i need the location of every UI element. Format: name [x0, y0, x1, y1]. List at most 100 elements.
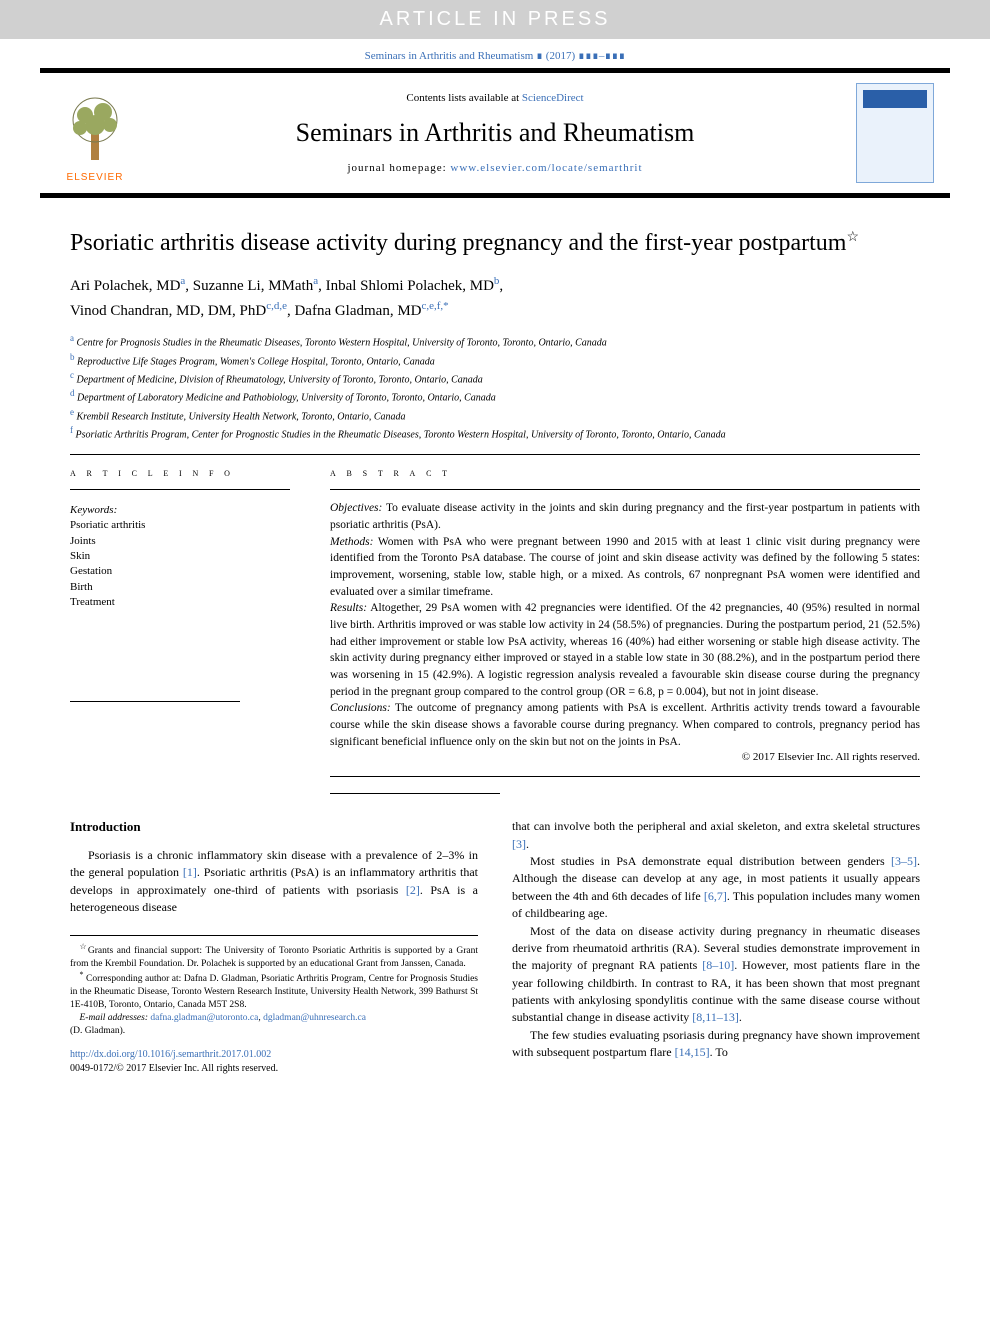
affiliation-list: a Centre for Prognosis Studies in the Rh… [70, 332, 920, 442]
results-label: Results: [330, 602, 367, 614]
affiliation-line: d Department of Laboratory Medicine and … [70, 387, 920, 405]
email-2[interactable]: dgladman@uhnresearch.ca [263, 1013, 366, 1023]
ref-2[interactable]: [2] [406, 883, 420, 897]
ref-1[interactable]: [1] [183, 865, 197, 879]
email-label: E-mail addresses: [80, 1013, 149, 1023]
affiliation-sup: f [70, 425, 73, 435]
email-footnote: E-mail addresses: dafna.gladman@utoronto… [70, 1012, 478, 1038]
keyword: Birth [70, 580, 290, 595]
rule-above-info [70, 454, 920, 455]
objectives-text: To evaluate disease activity in the join… [330, 502, 920, 531]
author: Inbal Shlomi Polachek, MD [326, 278, 494, 294]
author: Dafna Gladman, MD [294, 303, 421, 319]
author-affiliation-sup: a [313, 275, 318, 287]
author-affiliation-sup: c,e,f,* [422, 300, 449, 312]
homepage-prefix: journal homepage: [347, 162, 450, 174]
sciencedirect-link[interactable]: ScienceDirect [522, 92, 584, 104]
objectives-label: Objectives: [330, 502, 382, 514]
keyword: Skin [70, 549, 290, 564]
body-col-left: Introduction Psoriasis is a chronic infl… [70, 818, 478, 1076]
title-text: Psoriatic arthritis disease activity dur… [70, 230, 846, 256]
col2-para-4: The few studies evaluating psoriasis dur… [512, 1027, 920, 1062]
ref-14-15[interactable]: [14,15] [675, 1045, 710, 1059]
affiliation-line: e Krembil Research Institute, University… [70, 406, 920, 424]
contents-line: Contents lists available at ScienceDirec… [160, 92, 830, 104]
grant-footnote: ☆Grants and financial support: The Unive… [70, 942, 478, 971]
c2p2-a: Most studies in PsA demonstrate equal di… [530, 854, 891, 868]
footnotes-block: ☆Grants and financial support: The Unive… [70, 935, 478, 1038]
keyword: Psoriatic arthritis [70, 518, 290, 533]
info-rule [70, 489, 290, 490]
journal-header: ELSEVIER Contents lists available at Sci… [40, 72, 950, 194]
abstract-bottom-rule [330, 793, 500, 794]
grant-star: ☆ [80, 942, 88, 951]
intro-para-1: Psoriasis is a chronic inflammatory skin… [70, 847, 478, 917]
author-affiliation-sup: c,d,e [266, 300, 287, 312]
email-1[interactable]: dafna.gladman@utoronto.ca [148, 1013, 258, 1023]
info-bottom-rule [70, 701, 240, 702]
author-affiliation-sup: b [494, 275, 500, 287]
author-affiliation-sup: a [180, 275, 185, 287]
homepage-line: journal homepage: www.elsevier.com/locat… [160, 162, 830, 174]
conclusions-label: Conclusions: [330, 702, 391, 714]
article-info-column: a r t i c l e i n f o Keywords: Psoriati… [70, 467, 290, 794]
email-name: (D. Gladman). [70, 1026, 125, 1036]
contents-prefix: Contents lists available at [406, 92, 521, 104]
journal-name: Seminars in Arthritis and Rheumatism [160, 112, 830, 154]
abstract-body: Objectives: To evaluate disease activity… [330, 489, 920, 777]
homepage-link[interactable]: www.elsevier.com/locate/semarthrit [450, 162, 642, 174]
keyword: Joints [70, 534, 290, 549]
results-text: Altogether, 29 PsA women with 42 pregnan… [330, 602, 920, 697]
affiliation-line: c Department of Medicine, Division of Rh… [70, 369, 920, 387]
affiliation-sup: a [70, 333, 74, 343]
keywords-label: Keywords: [70, 504, 290, 516]
affiliation-line: a Centre for Prognosis Studies in the Rh… [70, 332, 920, 350]
doi-link[interactable]: http://dx.doi.org/10.1016/j.semarthrit.2… [70, 1049, 271, 1060]
author-list: Ari Polachek, MDa, Suzanne Li, MMatha, I… [70, 273, 920, 322]
journal-cover-icon [856, 83, 934, 183]
abstract-heading: a b s t r a c t [330, 467, 920, 479]
corr-text: Corresponding author at: Dafna D. Gladma… [70, 975, 478, 1011]
author: Suzanne Li, MMath [193, 278, 313, 294]
ref-3-5[interactable]: [3–5] [891, 854, 917, 868]
col2-para-2: Most studies in PsA demonstrate equal di… [512, 853, 920, 923]
c2p3-c: . [739, 1010, 742, 1024]
affiliation-line: b Reproductive Life Stages Program, Wome… [70, 351, 920, 369]
ref-6-7[interactable]: [6,7] [704, 889, 727, 903]
article-title: Psoriatic arthritis disease activity dur… [70, 228, 920, 259]
abstract-column: a b s t r a c t Objectives: To evaluate … [330, 467, 920, 794]
keyword: Treatment [70, 595, 290, 610]
ref-8-11-13[interactable]: [8,11–13] [692, 1010, 739, 1024]
body-columns: Introduction Psoriasis is a chronic infl… [70, 818, 920, 1076]
author: Ari Polachek, MD [70, 278, 180, 294]
c2p1-a: that can involve both the peripheral and… [512, 819, 920, 833]
article-info-heading: a r t i c l e i n f o [70, 467, 290, 479]
introduction-heading: Introduction [70, 818, 478, 837]
ref-8-10[interactable]: [8–10] [702, 958, 734, 972]
c2p1-b: . [526, 837, 529, 851]
keyword: Gestation [70, 564, 290, 579]
methods-label: Methods: [330, 536, 373, 548]
grant-text: Grants and financial support: The Univer… [70, 946, 478, 969]
methods-text: Women with PsA who were pregnant between… [330, 536, 920, 598]
publisher-logo-block: ELSEVIER [40, 73, 150, 193]
header-center: Contents lists available at ScienceDirec… [150, 73, 840, 193]
c2p4-b: . To [710, 1045, 728, 1059]
affiliation-line: f Psoriatic Arthritis Program, Center fo… [70, 424, 920, 442]
affiliation-sup: e [70, 407, 74, 417]
article-in-press-banner: ARTICLE IN PRESS [0, 0, 990, 39]
col2-para-3: Most of the data on disease activity dur… [512, 923, 920, 1027]
citation-line: Seminars in Arthritis and Rheumatism ∎ (… [0, 39, 990, 68]
ref-3[interactable]: [3] [512, 837, 526, 851]
abstract-copyright: © 2017 Elsevier Inc. All rights reserved… [330, 750, 920, 766]
author: Vinod Chandran, MD, DM, PhD [70, 303, 266, 319]
elsevier-tree-icon [55, 90, 135, 170]
doi-block: http://dx.doi.org/10.1016/j.semarthrit.2… [70, 1048, 478, 1077]
conclusions-text: The outcome of pregnancy among patients … [330, 702, 920, 747]
affiliation-sup: d [70, 388, 75, 398]
issn-line: 0049-0172/© 2017 Elsevier Inc. All right… [70, 1063, 278, 1074]
body-col-right: that can involve both the peripheral and… [512, 818, 920, 1076]
keywords-list: Psoriatic arthritisJointsSkinGestationBi… [70, 518, 290, 610]
corresponding-footnote: * Corresponding author at: Dafna D. Glad… [70, 970, 478, 1012]
cover-thumb-block [840, 73, 950, 193]
